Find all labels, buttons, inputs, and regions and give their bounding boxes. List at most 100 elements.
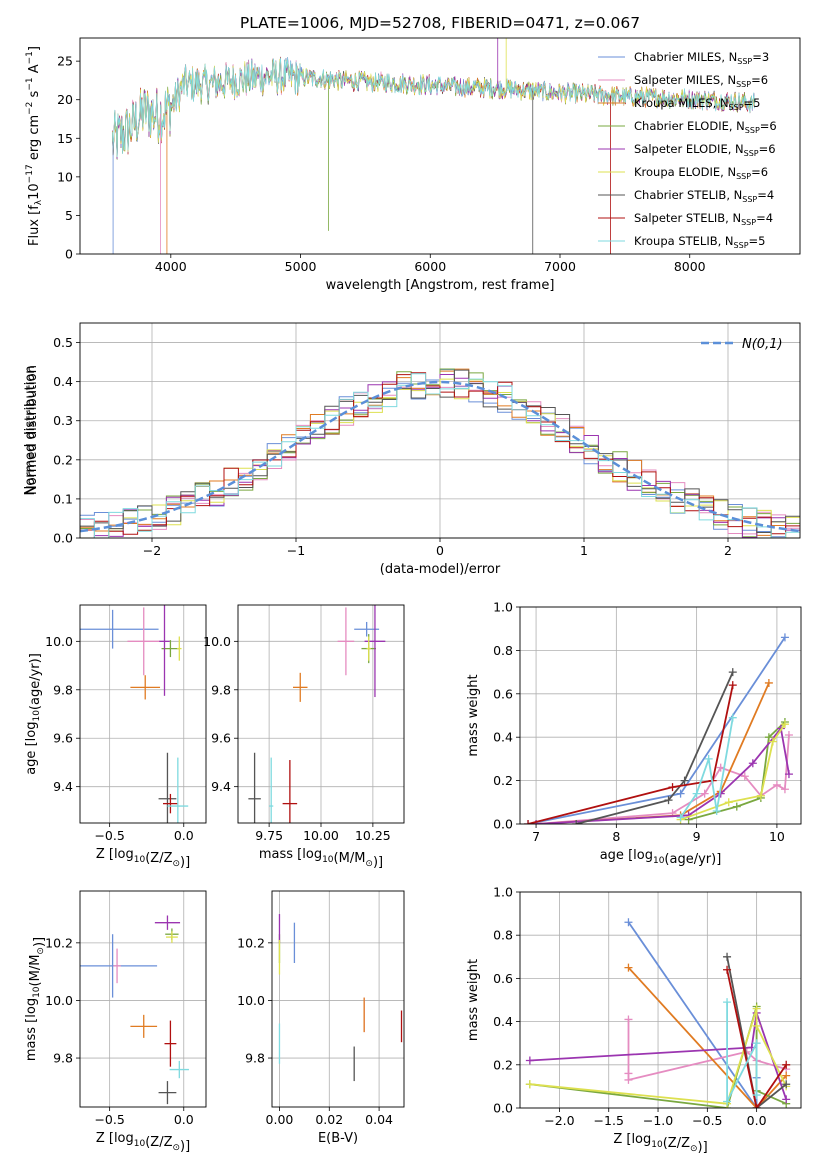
y-tick-label: 0.5 bbox=[53, 335, 73, 350]
legend-label: Kroupa MILES, NSSP=5 bbox=[634, 96, 760, 112]
y-axis-label: Normed distribution bbox=[23, 366, 38, 496]
plot-area bbox=[80, 368, 800, 538]
weight-line-0 bbox=[527, 636, 786, 824]
weight-line-4 bbox=[536, 727, 790, 824]
y-tick-label: 10.2 bbox=[45, 935, 73, 950]
weight-marker bbox=[748, 759, 757, 768]
x-tick-label: 0.02 bbox=[315, 1112, 343, 1127]
y-tick-label: 9.4 bbox=[53, 779, 73, 794]
x-tick-label: 7000 bbox=[544, 259, 576, 274]
weight-line-2 bbox=[536, 682, 770, 824]
y-axis-label: mass weight bbox=[466, 674, 481, 756]
weight-marker bbox=[728, 713, 737, 722]
y-tick-label: 0.4 bbox=[53, 374, 73, 389]
weight-marker bbox=[752, 1004, 761, 1013]
histogram-8 bbox=[80, 373, 800, 538]
weight-marker bbox=[724, 798, 733, 807]
gaussian-curve bbox=[80, 380, 800, 533]
spectrum-line-8 bbox=[112, 57, 755, 158]
y-axis-label: age [log10(age/yr)] bbox=[24, 653, 43, 775]
x-tick-label: 0.0 bbox=[174, 1112, 194, 1127]
weight-line-7 bbox=[527, 684, 734, 824]
weight-marker bbox=[782, 1071, 791, 1080]
x-axis-label: Z [log10(Z/Z⊙)] bbox=[96, 847, 190, 870]
y-tick-label: 10.0 bbox=[237, 993, 265, 1008]
panel-mass-weight-vs-age: 7 8 9 10 0.0 0.2 0.4 0.6 0.8 1.0 age [log10(age/yr… bbox=[466, 600, 802, 867]
legend-label: Salpeter MILES, NSSP=6 bbox=[634, 73, 768, 89]
y-axis-label: mass [log10(M/M⊙)] bbox=[24, 937, 47, 1061]
x-tick-label: 1 bbox=[580, 543, 588, 558]
weight-marker bbox=[728, 668, 737, 677]
y-tick-label: 1.0 bbox=[493, 885, 513, 900]
weight-marker bbox=[756, 791, 765, 800]
x-tick-label: 5000 bbox=[285, 259, 317, 274]
y-tick-label: 0.2 bbox=[53, 452, 73, 467]
x-tick-label: 0.0 bbox=[747, 1113, 767, 1128]
x-tick-label: 0 bbox=[436, 543, 444, 558]
axes-frame bbox=[79, 322, 801, 539]
panel-mass-weight-vs-z: −2.0 −1.5 −1.0 −0.5 0.0 0.0 0.2 0.4 0.6 0.8 1.0 Z [… bbox=[466, 885, 802, 1155]
y-tick-label: 0.4 bbox=[493, 730, 513, 745]
plot-area bbox=[80, 915, 189, 1105]
plot-area bbox=[248, 605, 386, 823]
weight-marker bbox=[624, 1075, 633, 1084]
legend-label: Chabrier ELODIE, NSSP=6 bbox=[634, 119, 777, 135]
weight-marker bbox=[723, 965, 732, 974]
weight-marker bbox=[668, 783, 677, 792]
y-tick-label: 0.2 bbox=[493, 1057, 513, 1072]
weight-line-1 bbox=[627, 1019, 787, 1081]
axes-frame bbox=[79, 890, 207, 1108]
weight-line-1 bbox=[536, 734, 790, 824]
y-tick-label: 0.8 bbox=[493, 643, 513, 658]
plot-area bbox=[278, 914, 403, 1082]
weight-marker bbox=[740, 772, 749, 781]
weight-marker bbox=[732, 802, 741, 811]
weight-line-6 bbox=[726, 956, 787, 1108]
x-tick-label: 10.25 bbox=[355, 828, 391, 843]
y-tick-label: 9.6 bbox=[211, 731, 231, 746]
axes-frame bbox=[519, 606, 802, 825]
legend-label: Salpeter ELODIE, NSSP=6 bbox=[634, 142, 776, 158]
x-axis-label: wavelength [Angstrom, rest frame] bbox=[326, 278, 555, 293]
weight-marker bbox=[764, 678, 773, 687]
y-axis-label: Flux [fλ10−17 erg cm−2 s−1 A−1] bbox=[25, 46, 44, 246]
y-tick-label: 10.0 bbox=[45, 993, 73, 1008]
weight-marker bbox=[780, 785, 789, 794]
x-tick-label: 8000 bbox=[674, 259, 706, 274]
grid bbox=[80, 605, 206, 823]
x-tick-label: 7 bbox=[532, 829, 540, 844]
x-axis-label: mass [log10(M/M⊙)] bbox=[259, 847, 383, 870]
x-axis-label: (data-model)/error bbox=[380, 562, 501, 577]
y-tick-label: 0.4 bbox=[493, 1014, 513, 1029]
weight-marker bbox=[752, 1039, 761, 1048]
y-tick-label: 20 bbox=[57, 92, 73, 107]
y-tick-label: 9.4 bbox=[211, 779, 231, 794]
y-tick-label: 10 bbox=[57, 169, 73, 184]
panel-mass-vs-z: −0.5 0.0 9.8 10.0 10.2 Z [log10(Z/Z⊙)] mass [l… bbox=[24, 890, 207, 1154]
weight-marker bbox=[524, 820, 533, 824]
axes-frame bbox=[237, 604, 405, 824]
weight-marker bbox=[676, 813, 685, 822]
weight-marker bbox=[680, 776, 689, 785]
weight-marker bbox=[752, 1021, 761, 1030]
weight-marker bbox=[624, 918, 633, 927]
weight-marker bbox=[624, 963, 633, 972]
y-tick-label: 0.0 bbox=[493, 817, 513, 832]
y-tick-label: 9.6 bbox=[53, 731, 73, 746]
weight-marker bbox=[728, 681, 737, 690]
plot-area bbox=[525, 918, 791, 1108]
weight-marker bbox=[525, 1056, 534, 1065]
grid bbox=[520, 891, 801, 1109]
y-tick-label: 0.6 bbox=[493, 971, 513, 986]
x-tick-label: 10 bbox=[769, 829, 785, 844]
y-tick-label: 10.2 bbox=[237, 935, 265, 950]
weight-marker bbox=[572, 820, 581, 824]
x-tick-label: 8 bbox=[612, 829, 620, 844]
y-tick-label: 10.0 bbox=[45, 634, 73, 649]
x-axis-label: Z [log10(Z/Z⊙)] bbox=[613, 1132, 707, 1155]
x-tick-label: 9.75 bbox=[255, 828, 283, 843]
y-tick-label: 15 bbox=[57, 131, 73, 146]
x-tick-label: 6000 bbox=[414, 259, 446, 274]
weight-marker bbox=[676, 789, 685, 798]
